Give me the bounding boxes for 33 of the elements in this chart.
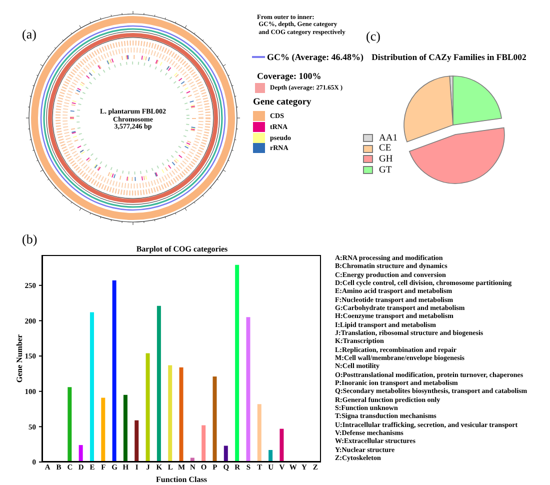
bar [123,394,128,462]
legend-label: CE [379,144,392,155]
bar [68,387,72,462]
text: (b) [22,232,38,248]
text: (c) [366,28,380,44]
bar [235,264,240,462]
bar [134,420,139,462]
chart-title: Barplot of COG categories [136,244,228,254]
bar [224,446,228,462]
text: (a) [22,26,36,42]
chart-title: Distribution of CAZy Families in FBL002 [372,52,526,62]
bar [90,312,94,462]
bar [257,404,262,462]
bar [78,445,83,462]
bar [246,317,250,462]
bar [168,365,172,462]
bar [112,280,116,462]
legend-label: AA1 [379,133,398,144]
text: Coverage: 100% [257,70,322,82]
bar [212,376,217,462]
legend-title: Gene category [253,98,312,108]
legend-label: GT [379,165,392,176]
bar [156,306,161,462]
legend-label: GH [379,154,393,166]
bar [202,425,206,462]
bar [268,450,273,462]
category-label: GC% (Average: 46.48%) [267,52,364,62]
bar [101,398,106,462]
bar [280,428,284,462]
x-axis-title: Function Class [156,475,207,484]
bar [179,367,184,462]
y-axis-title: Gene Number [14,334,24,383]
bar [146,353,150,462]
